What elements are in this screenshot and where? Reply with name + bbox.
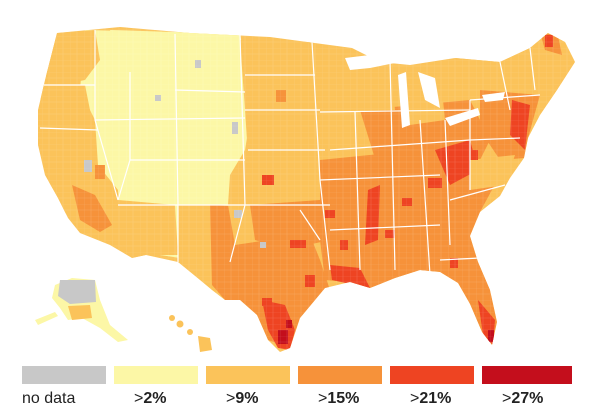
legend-swatch [390,366,474,384]
state-border [354,111,361,271]
state-border [389,59,396,271]
legend-value: 15% [327,390,360,407]
state-border [439,257,481,261]
lake-ontario [482,92,505,102]
state-border [94,117,246,121]
contiguous-us [38,27,575,352]
state-border [419,119,431,276]
legend-value: 2% [143,390,167,407]
legend-label: >2% [134,390,166,408]
state-border [529,47,536,91]
hawaii-inset [169,315,212,352]
legend-swatch [298,366,382,384]
state-border [469,94,541,101]
state-border [329,224,441,231]
legend: no data >2% >9% >15% >21% >27% [0,366,593,414]
legend-swatch [22,366,106,384]
legend-value: 27% [511,390,544,407]
legend-prefix: > [226,390,236,407]
state-border [499,61,511,111]
state-border [319,174,441,181]
hawaii-big-island [198,336,212,352]
alaska-inset [35,278,128,342]
map-canvas [35,27,575,352]
alaska-chain [35,312,58,325]
lake-superior [345,52,410,70]
hawaii-island [169,315,175,321]
legend-prefix: > [318,390,328,407]
great-lakes [345,52,505,128]
us-county-choropleth-map [35,27,575,352]
state-border [39,127,99,131]
alaska-mid [68,305,92,320]
state-border [469,137,521,141]
alaska-no-data [58,280,96,304]
legend-swatch [206,366,290,384]
legend-prefix: > [134,390,144,407]
legend-value: 21% [419,390,452,407]
legend-prefix: > [410,390,420,407]
legend-text: no data [22,390,76,407]
legend-value: 9% [235,390,259,407]
hawaii-island [176,320,184,328]
legend-swatch [114,366,198,384]
legend-label: >9% [226,390,258,408]
state-border [329,139,471,151]
state-border [319,109,471,113]
legend-label: no data [22,390,75,408]
legend-label: >27% [502,390,543,408]
state-border [449,184,506,201]
state-border [299,209,321,241]
legend-label: >21% [410,390,451,408]
lake-erie [445,108,480,126]
legend-prefix: > [502,390,512,407]
lake-huron [418,72,440,108]
legend-swatch [482,366,572,384]
state-border [444,119,451,246]
lake-michigan [398,72,410,128]
legend-label: >15% [318,390,359,408]
hawaii-island [187,329,193,335]
state-border [174,89,246,93]
